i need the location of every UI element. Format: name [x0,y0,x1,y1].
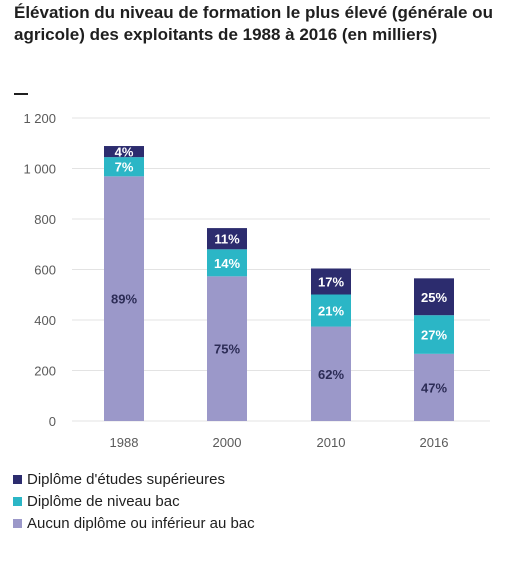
bar-segment [414,278,454,316]
bar-segment [311,268,351,295]
data-label: 25% [421,290,447,305]
y-tick-label: 200 [34,364,56,379]
y-tick-label: 800 [34,212,56,227]
bar-segment [104,146,144,158]
legend-swatch [13,496,22,506]
bar-segment [414,353,454,421]
x-tick-label: 2000 [213,435,242,450]
legend-item: Aucun diplôme ou inférieur au bac [13,512,255,534]
data-label: 14% [214,256,240,271]
title-underline [14,93,28,95]
x-axis-ticks: 1988 2000 2010 2016 [110,435,449,450]
y-tick-label: 600 [34,263,56,278]
data-label: 27% [421,328,447,343]
stacked-bar-chart: 0 200 400 600 800 1 000 1 200 89% 7%4% 75% 14% 11%… [23,111,490,450]
data-label: 21% [318,304,344,319]
x-tick-label: 2016 [420,435,449,450]
legend-item: Diplôme d'études supérieures [13,468,255,490]
bar-segment [207,249,247,277]
y-axis-ticks: 0 200 400 600 800 1 000 1 200 [23,111,56,429]
data-label: 47% [421,380,447,395]
data-label: 7% [115,160,134,175]
data-label: 11% [214,232,240,247]
data-label: 17% [318,274,344,289]
bar-segment [311,326,351,421]
y-tick-label: 1 200 [23,111,56,126]
bar-segment [104,157,144,177]
legend-swatch [13,518,22,528]
bar-segment [311,294,351,327]
chart-title: Élévation du niveau de formation le plus… [14,3,493,44]
bars: 89% 7%4% 75% 14% 11% 62% 21% 17% 47% 27% 25% [104,145,454,421]
data-label: 62% [318,367,344,382]
y-tick-label: 1 000 [23,162,56,177]
bar-segment [207,276,247,421]
x-tick-label: 1988 [110,435,139,450]
data-label: 89% [111,292,137,307]
legend-label: Diplôme de niveau bac [27,492,180,510]
legend-item: Diplôme de niveau bac [13,490,255,512]
data-label: 4% [115,145,134,160]
data-label: 75% [214,342,240,357]
bar-segment [414,315,454,354]
bar-segment [104,176,144,421]
bar-segment [207,228,247,250]
y-tick-label: 0 [49,414,56,429]
x-tick-label: 2010 [317,435,346,450]
legend-swatch [13,474,22,484]
legend: Diplôme d'études supérieures Diplôme de n… [13,468,255,534]
legend-label: Diplôme d'études supérieures [27,470,225,488]
y-tick-label: 400 [34,313,56,328]
legend-label: Aucun diplôme ou inférieur au bac [27,514,255,532]
